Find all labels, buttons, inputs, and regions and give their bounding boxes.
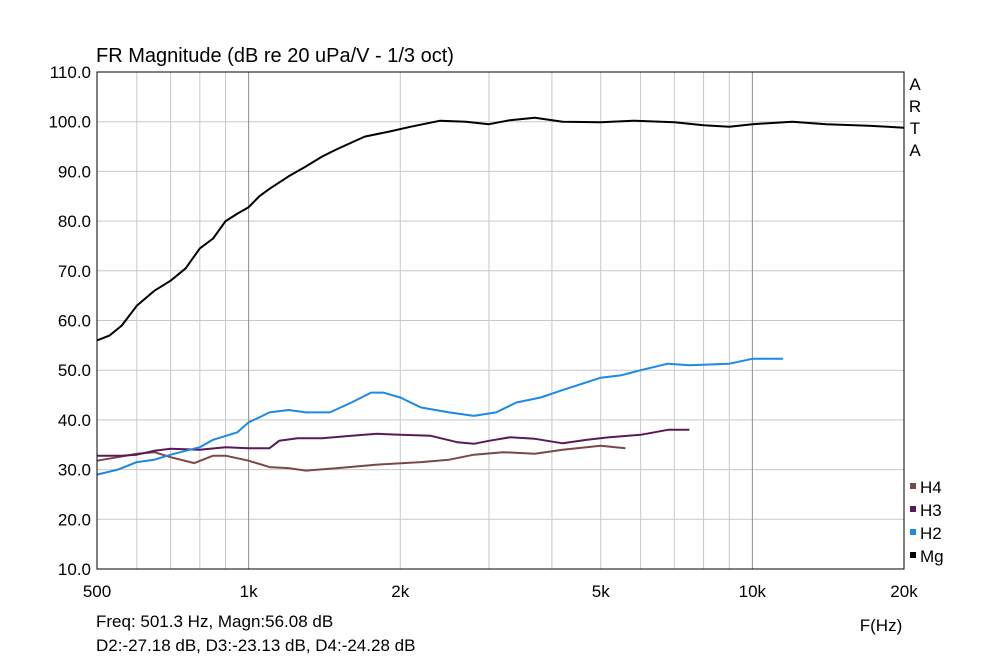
legend-swatch-h4 (910, 483, 916, 489)
y-tick-label: 50.0 (58, 361, 91, 380)
y-tick-label: 10.0 (58, 560, 91, 579)
legend-swatch-h3 (910, 506, 916, 512)
y-tick-labels: 10.0 20.0 30.0 40.0 50.0 60.0 70.0 80.0 90.0 100.… (48, 63, 91, 579)
legend-label-h4: H4 (920, 478, 942, 497)
x-axis-label: F(Hz) (860, 616, 902, 635)
series-line-h2 (96, 357, 783, 476)
x-tick-label: 2k (391, 582, 409, 601)
y-tick-label: 80.0 (58, 212, 91, 231)
y-tick-label: 100.0 (48, 113, 91, 132)
legend: H4 H3 H2 Mg (910, 478, 944, 566)
y-tick-label: 40.0 (58, 411, 91, 430)
readout-line-2: D2:-27.18 dB, D3:-23.13 dB, D4:-24.28 dB (96, 636, 416, 655)
watermark-letter: A (909, 75, 921, 94)
series-lines (96, 116, 905, 476)
chart-title: FR Magnitude (dB re 20 uPa/V - 1/3 oct) (96, 45, 454, 67)
grid-lines (97, 71, 904, 570)
watermark-letter: T (910, 119, 920, 138)
legend-swatch-h2 (910, 529, 916, 535)
y-tick-label: 60.0 (58, 312, 91, 331)
y-tick-label: 90.0 (58, 162, 91, 181)
plot-frame (96, 71, 905, 570)
legend-label-h2: H2 (920, 524, 942, 543)
watermark-letter: R (909, 97, 921, 116)
legend-label-h3: H3 (920, 501, 942, 520)
y-tick-label: 30.0 (58, 461, 91, 480)
legend-swatch-mg (910, 552, 916, 558)
x-tick-label: 500 (83, 582, 111, 601)
y-tick-label: 70.0 (58, 262, 91, 281)
legend-label-mg: Mg (920, 547, 944, 566)
y-tick-label: 110.0 (50, 63, 91, 82)
readout-line-1: Freq: 501.3 Hz, Magn:56.08 dB (96, 612, 334, 631)
x-tick-label: 1k (240, 582, 258, 601)
x-tick-labels: 500 1k 2k 5k 10k 20k (83, 582, 918, 601)
watermark-letter: A (909, 141, 921, 160)
series-line-mg (96, 116, 905, 342)
series-line-h4 (96, 444, 626, 472)
x-tick-label: 20k (890, 582, 918, 601)
x-tick-label: 10k (739, 582, 767, 601)
y-tick-label: 20.0 (58, 510, 91, 529)
series-line-h3 (97, 428, 690, 457)
x-tick-label: 5k (592, 582, 610, 601)
